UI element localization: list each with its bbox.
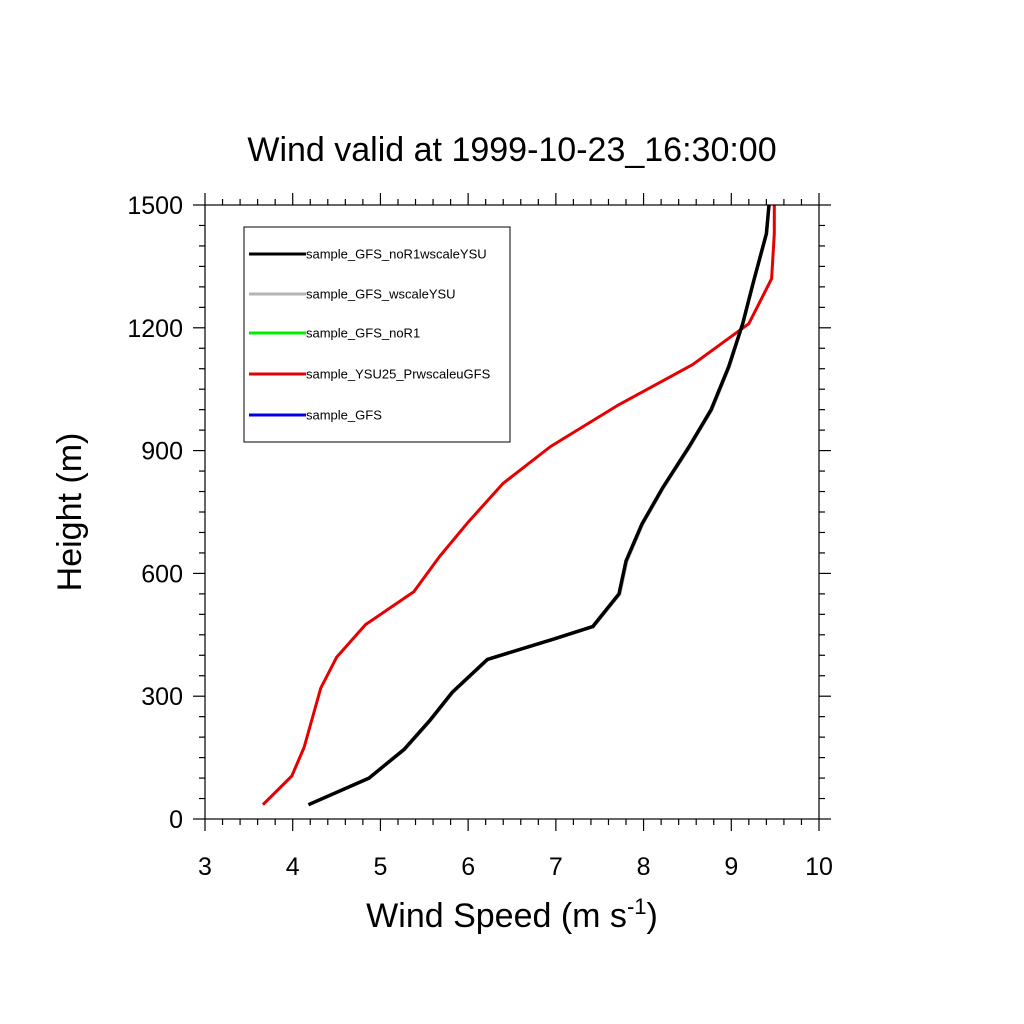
- y-tick-label: 1200: [127, 315, 183, 343]
- x-tick-label: 3: [198, 853, 212, 881]
- x-tick-label: 8: [637, 853, 651, 881]
- axis-ticks: [193, 193, 831, 831]
- x-axis-label-end: ): [647, 897, 658, 935]
- x-tick-label: 7: [549, 853, 563, 881]
- series-line-sample-gfs-nor1wscaleysu: [307, 204, 771, 807]
- y-tick-label: 300: [141, 683, 183, 711]
- x-tick-label: 4: [286, 853, 300, 881]
- x-axis-label: Wind Speed (m s-1): [366, 894, 658, 935]
- legend-label: sample_YSU25_PrwscaleuGFS: [306, 367, 491, 382]
- y-tick-label: 600: [141, 560, 183, 588]
- x-tick-label: 6: [461, 853, 475, 881]
- x-tick-label: 10: [805, 853, 833, 881]
- y-tick-label: 900: [141, 438, 183, 466]
- x-tick-label: 5: [373, 853, 387, 881]
- tick-labels: 3 4 5 6 7 8 9 10 0 300 600 900 1200 1500: [127, 192, 833, 881]
- legend-label: sample_GFS_wscaleYSU: [306, 287, 456, 302]
- y-tick-label: 0: [169, 806, 183, 834]
- y-tick-label: 1500: [127, 192, 183, 220]
- legend-label: sample_GFS_noR1wscaleYSU: [306, 247, 487, 262]
- y-axis-label: Height (m): [51, 433, 89, 592]
- series-line-sample-ysu25-prwscaleugfs: [261, 205, 776, 806]
- legend-label: sample_GFS: [306, 408, 382, 423]
- x-tick-label: 9: [724, 853, 738, 881]
- chart-title: Wind valid at 1999-10-23_16:30:00: [247, 131, 776, 169]
- x-axis-label-superscript: -1: [627, 894, 647, 919]
- legend-label: sample_GFS_noR1: [306, 326, 420, 341]
- plot-lines: [261, 204, 776, 807]
- legend: sample_GFS_noR1wscaleYSU sample_GFS_wscal…: [243, 226, 511, 443]
